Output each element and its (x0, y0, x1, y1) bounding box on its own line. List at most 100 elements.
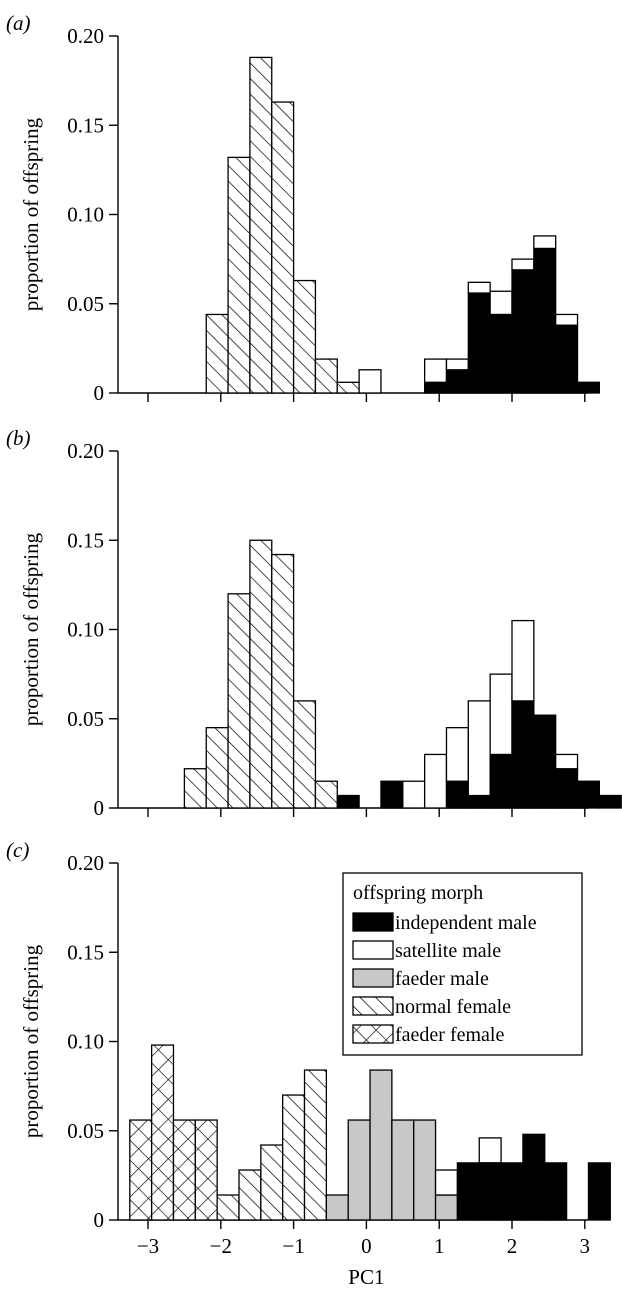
y-tick-label: 0.15 (67, 940, 104, 964)
x-tick-label: 3 (580, 1234, 591, 1258)
bar-normal-female (271, 101, 295, 394)
bar-satellite-male (467, 281, 491, 294)
bar-normal-female (292, 279, 317, 394)
panel-c: (c) proportion of offspring 0 0.05 0.10 0.15 0… (6, 838, 611, 1289)
y-tick-label: 0.20 (67, 24, 104, 48)
bar-independent-male (336, 794, 360, 809)
bar-normal-female (227, 593, 251, 809)
bar-normal-female (238, 1169, 262, 1221)
legend-label-satellite-male: satellite male (395, 940, 501, 962)
bar-satellite-male (511, 258, 535, 271)
bar-independent-male (511, 700, 535, 809)
bar-independent-male (555, 768, 579, 809)
legend-swatch-faeder-male (352, 968, 394, 988)
panel-label: (c) (6, 838, 29, 862)
bar-independent-male (522, 1133, 546, 1221)
bar-normal-female (292, 700, 317, 809)
legend-title: offspring morph (353, 882, 483, 904)
x-tick-label: 0 (361, 1234, 372, 1258)
bar-independent-male (598, 794, 622, 809)
y-tick-label: 0 (94, 381, 105, 405)
bar-independent-male (423, 381, 448, 394)
bar-faeder-male (391, 1119, 415, 1221)
legend-swatch-satellite-male (352, 940, 394, 960)
legend-label-faeder-male: faeder male (395, 968, 489, 990)
bar-independent-male (478, 1162, 502, 1221)
y-tick-label: 0.15 (67, 113, 104, 137)
bar-normal-female (314, 358, 338, 394)
bar-independent-male (489, 753, 513, 809)
bar-satellite-male (402, 780, 426, 809)
x-tick-label: 1 (434, 1234, 445, 1258)
bar-satellite-male (511, 619, 535, 702)
y-tick-label: 0 (94, 1208, 105, 1232)
bar-independent-male (533, 247, 557, 394)
panel-b: (b) proportion of offspring 0 0.05 0.10 0.15 0… (6, 426, 622, 820)
panel-label: (a) (6, 11, 31, 35)
bar-satellite-male (533, 235, 557, 250)
bar-faeder-male (369, 1069, 393, 1221)
bar-independent-male (445, 369, 469, 394)
y-tick-label: 0.10 (67, 618, 104, 642)
y-tick-label: 0.15 (67, 528, 104, 552)
bar-independent-male (555, 324, 579, 394)
bar-independent-male (576, 381, 601, 394)
legend: offspring morph independent male satellite… (342, 872, 583, 1056)
bar-normal-female (282, 1094, 306, 1221)
legend-swatch-faeder-female (352, 1024, 394, 1044)
bar-normal-female (227, 156, 251, 394)
legend-swatch-normal-female (352, 996, 394, 1016)
bar-satellite-male (423, 358, 448, 383)
bar-satellite-male (478, 1137, 502, 1164)
bar-independent-male (456, 1162, 480, 1221)
bar-normal-female (205, 727, 229, 809)
legend-label-independent-male: independent male (395, 912, 537, 934)
x-tick-label: −1 (282, 1234, 304, 1258)
y-axis-label: proportion of offspring (19, 532, 43, 726)
bar-faeder-male (434, 1194, 459, 1221)
y-tick-label: 0.05 (67, 707, 104, 731)
bar-satellite-male (445, 727, 469, 782)
bar-faeder-female (194, 1119, 218, 1221)
bar-satellite-male (434, 1169, 459, 1196)
bar-normal-female (336, 381, 360, 394)
bar-satellite-male (423, 753, 448, 809)
y-axis-label: proportion of offspring (19, 944, 43, 1138)
bar-normal-female (303, 1069, 328, 1221)
x-tick-label: −3 (137, 1234, 159, 1258)
bar-independent-male (544, 1162, 568, 1221)
x-tick-label: 2 (507, 1234, 518, 1258)
bar-normal-female (249, 56, 273, 394)
bar-satellite-male (489, 290, 513, 316)
y-tick-label: 0 (94, 796, 105, 820)
bar-independent-male (533, 714, 557, 809)
bar-faeder-female (150, 1044, 175, 1221)
y-tick-label: 0.20 (67, 851, 104, 875)
bar-faeder-female (172, 1119, 196, 1221)
bar-independent-male (467, 292, 491, 394)
bar-independent-male (511, 269, 535, 394)
bar-satellite-male (489, 673, 513, 756)
bar-independent-male (380, 780, 404, 809)
bar-faeder-male (347, 1119, 371, 1221)
bar-normal-female (260, 1144, 284, 1221)
bar-satellite-male (555, 753, 579, 770)
bar-normal-female (216, 1194, 240, 1221)
bar-faeder-male (325, 1194, 349, 1221)
bar-satellite-male (358, 369, 382, 394)
x-axis-label: PC1 (348, 1265, 384, 1289)
bar-satellite-male (467, 700, 491, 797)
bar-satellite-male (445, 358, 469, 371)
x-tick-label: −2 (210, 1234, 232, 1258)
legend-label-normal-female: normal female (395, 996, 511, 1018)
y-axis-label: proportion of offspring (19, 117, 43, 311)
y-tick-label: 0.20 (67, 439, 104, 463)
bar-independent-male (576, 780, 601, 809)
legend-swatch-independent-male (352, 912, 394, 932)
bar-independent-male (445, 780, 469, 809)
y-tick-label: 0.05 (67, 292, 104, 316)
bar-normal-female (205, 313, 229, 394)
legend-label-faeder-female: faeder female (395, 1024, 504, 1046)
bar-faeder-male (413, 1119, 437, 1221)
